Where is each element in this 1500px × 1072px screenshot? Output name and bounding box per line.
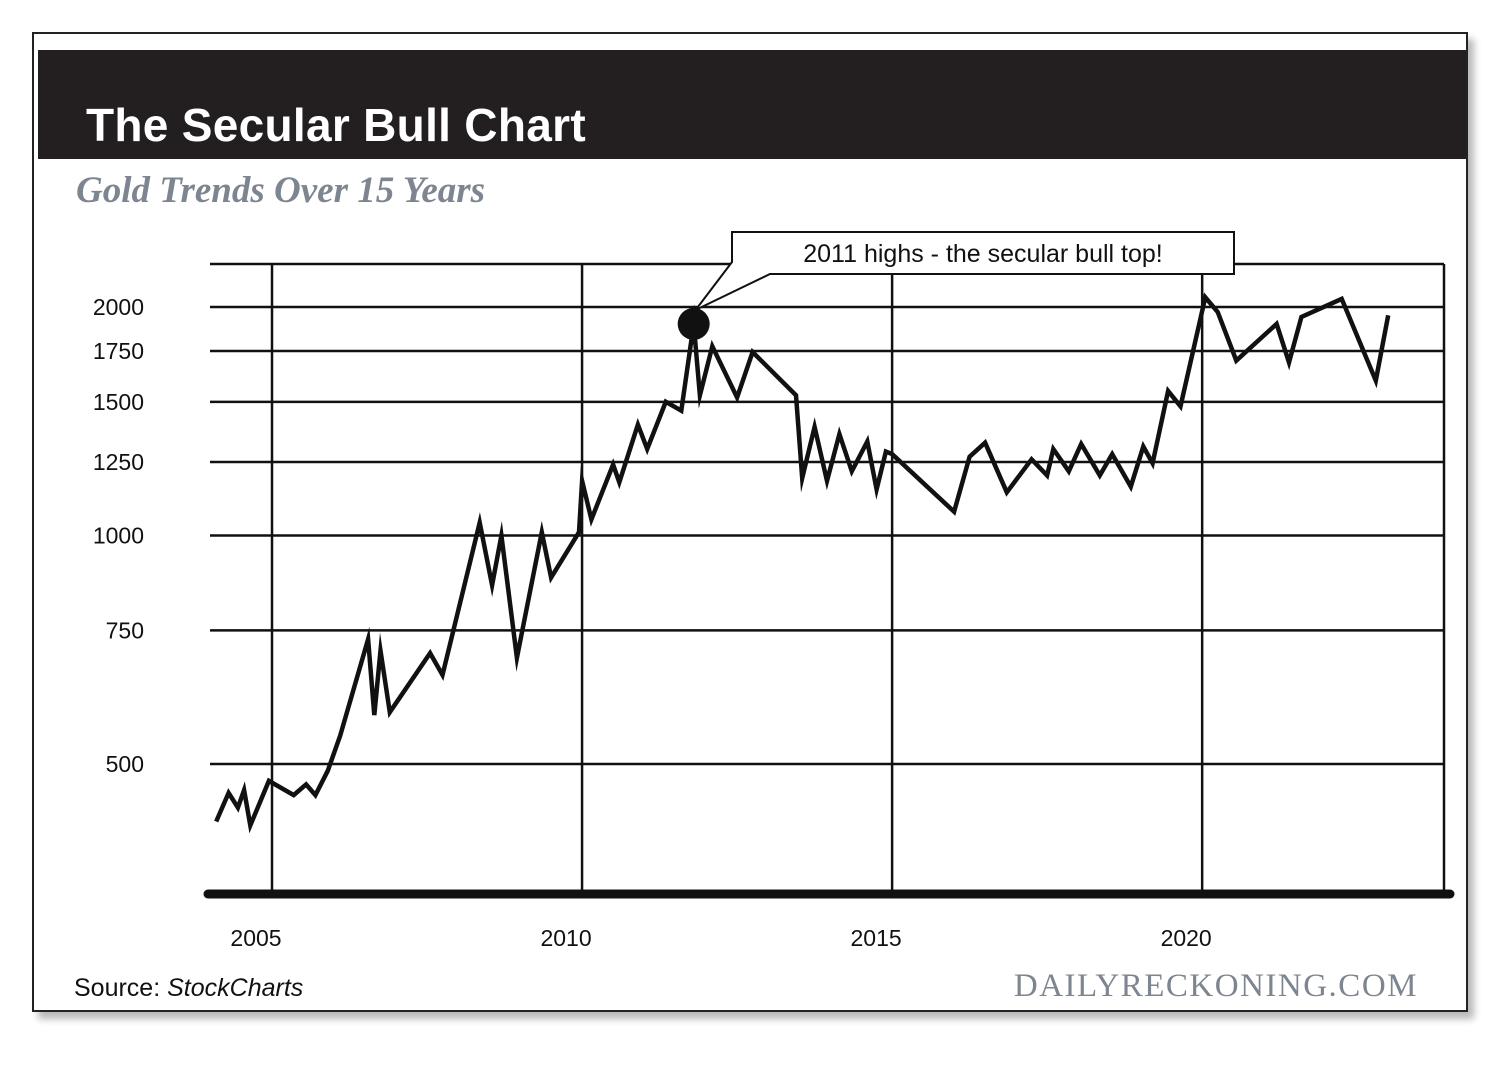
- callout-text: 2011 highs - the secular bull top!: [803, 240, 1163, 268]
- y-tick-label-750: 750: [106, 617, 144, 643]
- line-chart: 500 750 1000 1250 1500 1750 2000 2005 2010 2015 20…: [93, 231, 1455, 951]
- x-tick-label-2020: 2020: [1161, 925, 1212, 951]
- y-tick-label-1000: 1000: [93, 523, 144, 549]
- x-tick-label-2010: 2010: [540, 925, 591, 951]
- x-tick-label-2015: 2015: [851, 925, 902, 951]
- brand-logo: DAILYRECKONING.COM: [1013, 968, 1418, 1004]
- source-name: StockCharts: [167, 974, 304, 1002]
- y-tick-label-2000: 2000: [93, 294, 144, 320]
- peak-marker: [677, 307, 710, 340]
- x-tick-label-2005: 2005: [230, 925, 281, 951]
- chart-subtitle: Gold Trends Over 15 Years: [76, 170, 486, 211]
- title-banner: The Secular Bull Chart: [38, 50, 1466, 159]
- chart-card: The Secular Bull Chart Gold Trends Over …: [32, 32, 1468, 1012]
- y-tick-label-1500: 1500: [93, 389, 144, 415]
- y-tick-label-1250: 1250: [93, 449, 144, 475]
- callout-box: [694, 231, 1235, 311]
- source-note: Source: StockCharts: [74, 974, 303, 1003]
- series-line-gold-price: [214, 292, 1391, 834]
- chart-title: The Secular Bull Chart: [86, 99, 586, 151]
- y-tick-label-1750: 1750: [93, 338, 144, 364]
- source-label: Source:: [74, 974, 161, 1002]
- y-tick-label-500: 500: [106, 751, 144, 777]
